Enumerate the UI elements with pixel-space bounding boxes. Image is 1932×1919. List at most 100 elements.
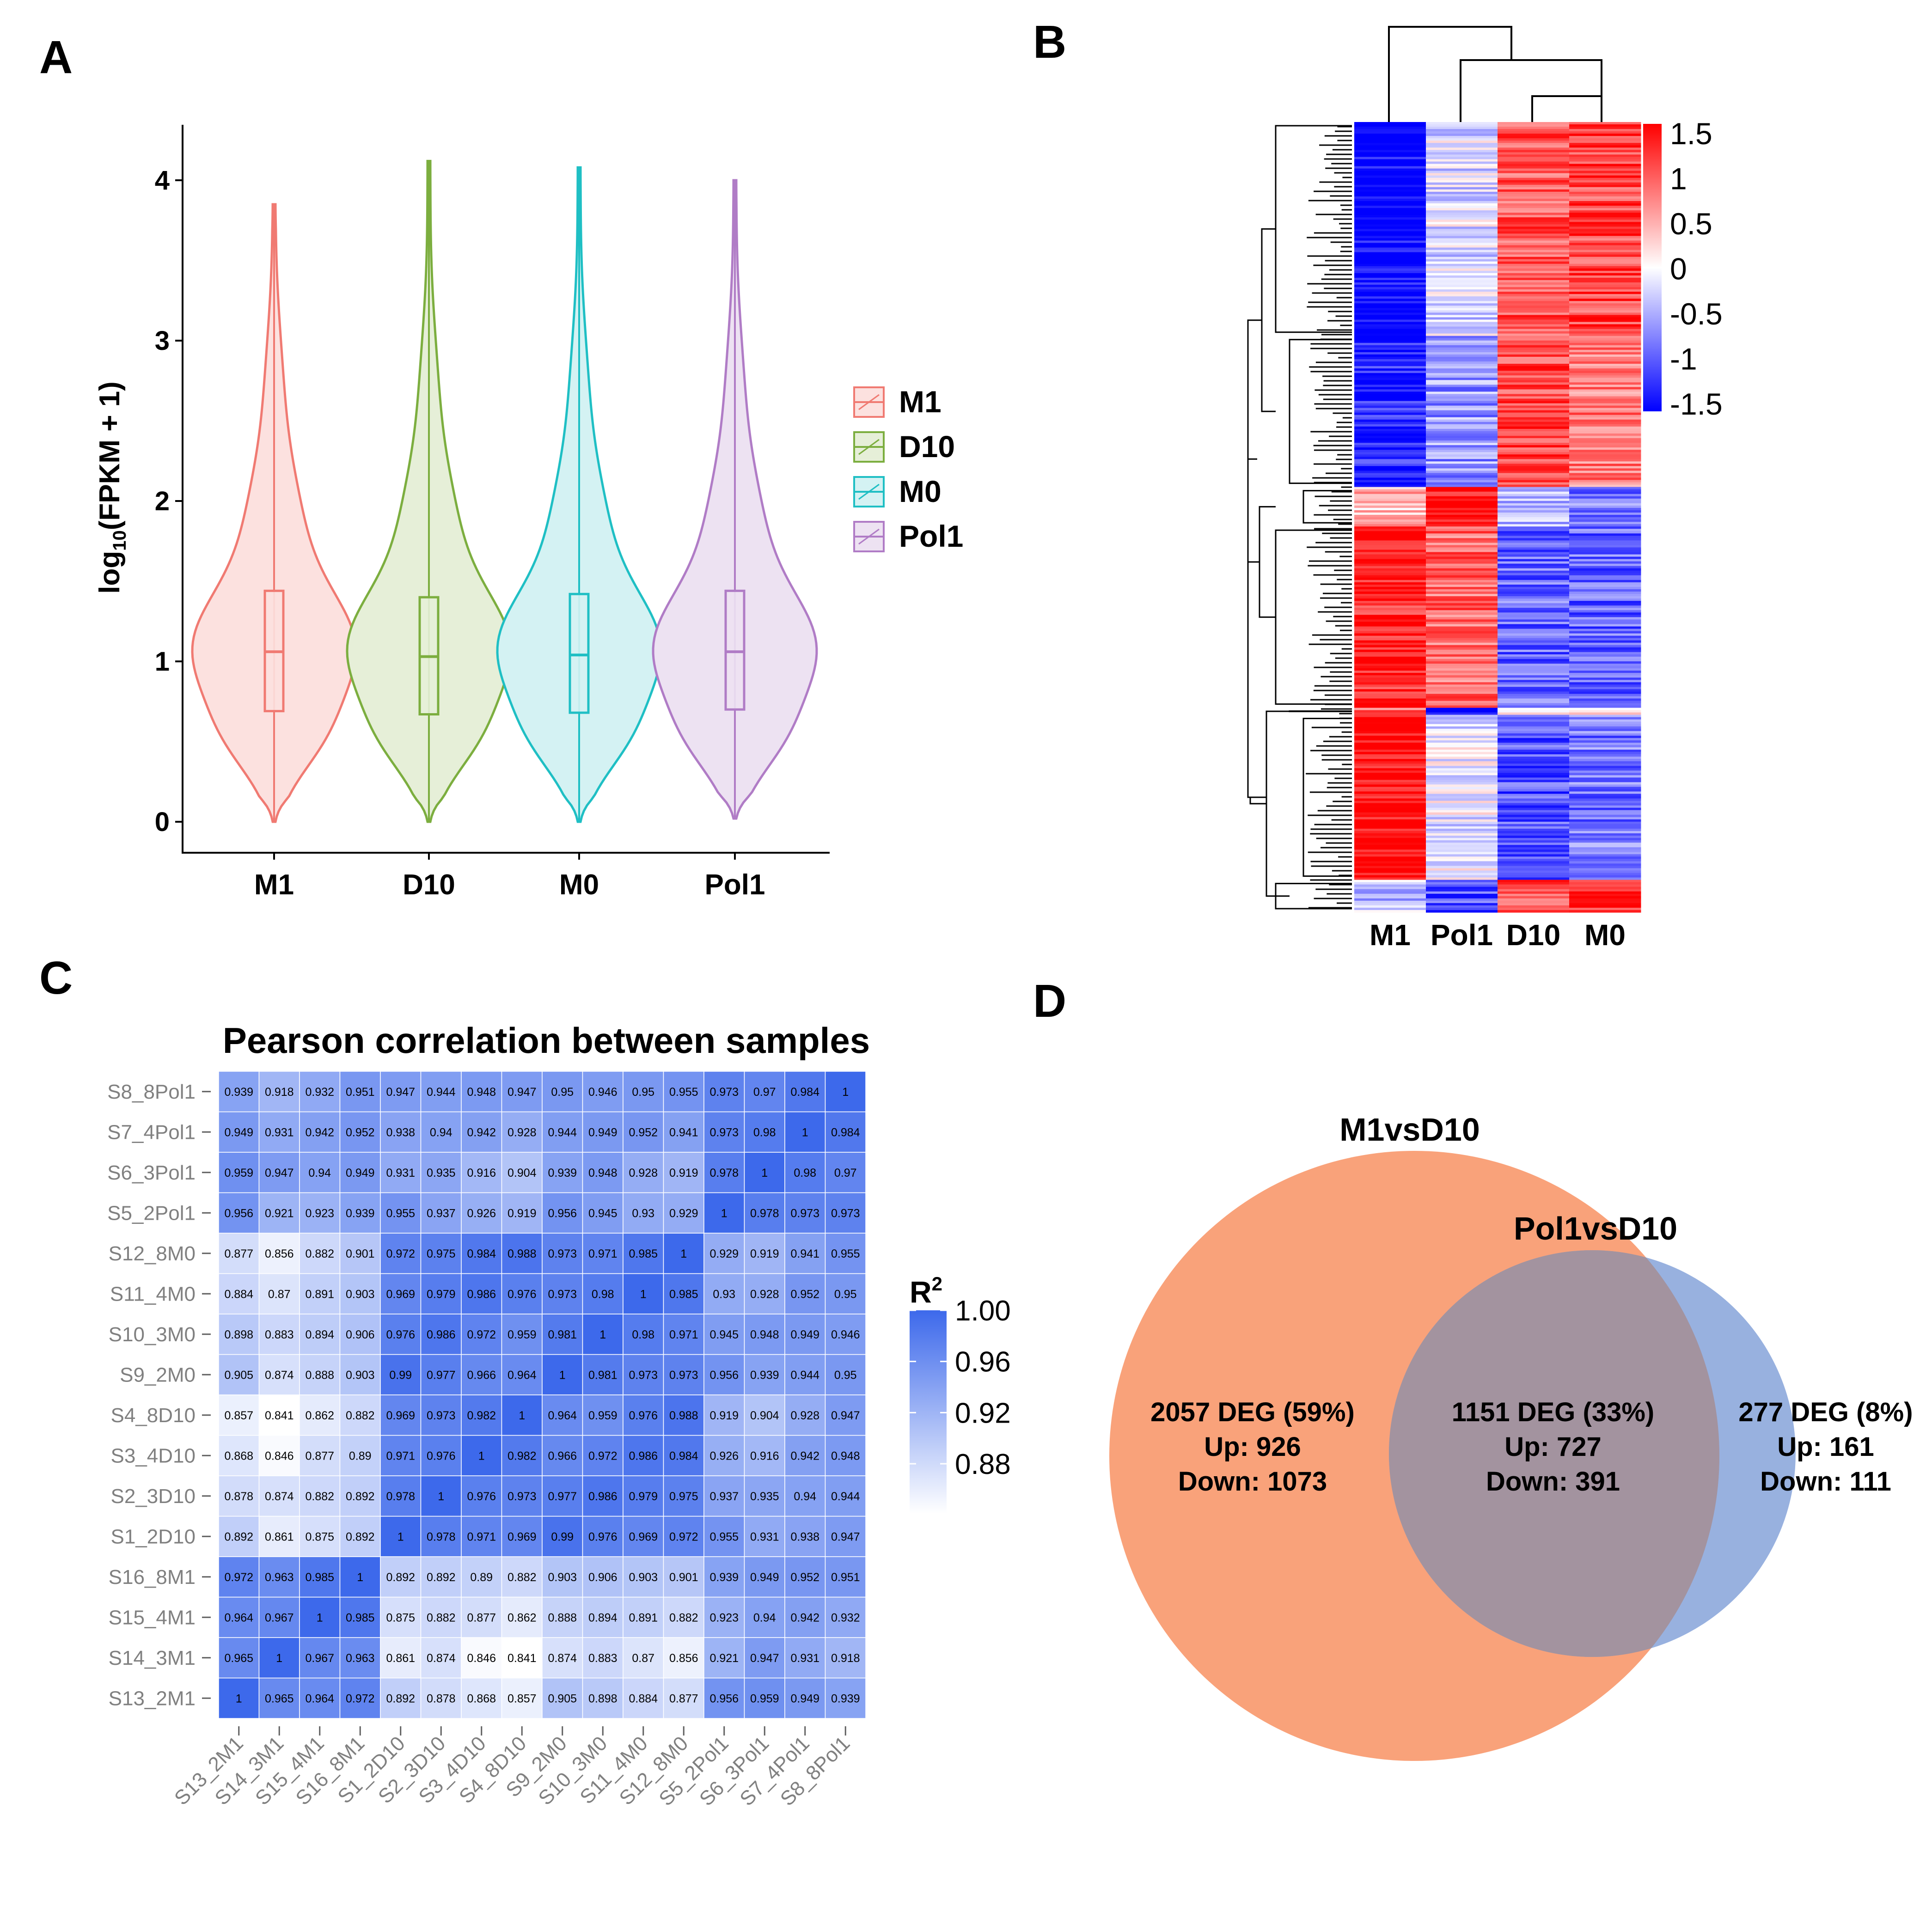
heatmap-cell — [1426, 292, 1498, 294]
correlation-value: 0.874 — [427, 1652, 456, 1665]
correlation-value: 0.949 — [750, 1571, 779, 1584]
heatmap-cell — [1354, 831, 1426, 834]
heatmap-cell — [1569, 385, 1641, 387]
heatmap-cell — [1569, 633, 1641, 636]
heatmap-cell — [1569, 777, 1641, 780]
heatmap-cell — [1498, 257, 1570, 260]
heatmap-cell — [1354, 371, 1426, 373]
heatmap-cell — [1426, 886, 1498, 890]
heatmap-cell — [1426, 554, 1498, 557]
heatmap-column-label: M0 — [1584, 918, 1626, 952]
heatmap-cell — [1354, 740, 1426, 743]
heatmap-cell — [1426, 828, 1498, 831]
heatmap-cell — [1426, 789, 1498, 792]
heatmap-cell — [1354, 317, 1426, 320]
heatmap-cell — [1426, 373, 1498, 376]
correlation-value: 0.947 — [507, 1086, 537, 1099]
heatmap-cell — [1498, 738, 1570, 741]
heatmap-cell — [1426, 129, 1498, 132]
correlation-value: 0.948 — [588, 1167, 618, 1180]
heatmap-cell — [1354, 782, 1426, 785]
correlation-value: 0.973 — [507, 1490, 537, 1503]
heatmap-cell — [1426, 680, 1498, 683]
heatmap-cell — [1426, 484, 1498, 488]
correlation-value: 1 — [438, 1490, 444, 1503]
heatmap-cell — [1426, 710, 1498, 713]
heatmap-column-label: D10 — [1506, 918, 1560, 952]
heatmap-cell — [1426, 229, 1498, 232]
heatmap-cell — [1569, 310, 1641, 313]
heatmap-cell — [1426, 396, 1498, 399]
heatmap-cell — [1354, 645, 1426, 648]
correlation-value: 0.964 — [224, 1611, 253, 1624]
heatmap-cell — [1354, 275, 1426, 278]
heatmap-cell — [1498, 896, 1570, 899]
correlation-row-label: S14_3M1 — [109, 1647, 196, 1669]
correlation-value: 0.938 — [386, 1126, 415, 1139]
heatmap-cell — [1354, 854, 1426, 857]
heatmap-cell — [1354, 396, 1426, 399]
correlation-cell — [501, 1516, 543, 1557]
heatmap-cell — [1354, 787, 1426, 790]
heatmap-cell — [1498, 733, 1570, 736]
heatmap-cell — [1569, 849, 1641, 852]
heatmap-cell — [1498, 373, 1570, 376]
heatmap-cell — [1569, 196, 1641, 199]
heatmap-cell — [1354, 294, 1426, 297]
heatmap-cell — [1569, 631, 1641, 634]
heatmap-cell — [1569, 680, 1641, 683]
panel-label-a: A — [39, 31, 73, 83]
heatmap-cell — [1498, 487, 1570, 490]
heatmap-cell — [1426, 366, 1498, 369]
heatmap-cell — [1498, 752, 1570, 755]
heatmap-cell — [1569, 591, 1641, 594]
heatmap-cell — [1426, 131, 1498, 134]
heatmap-cell — [1354, 454, 1426, 457]
heatmap-cell — [1569, 198, 1641, 202]
heatmap-cell — [1498, 891, 1570, 894]
heatmap-cell — [1569, 550, 1641, 553]
heatmap-cell — [1354, 735, 1426, 739]
heatmap-cell — [1354, 303, 1426, 306]
heatmap-cell — [1498, 236, 1570, 239]
heatmap-cell — [1426, 315, 1498, 318]
heatmap-cell — [1426, 277, 1498, 281]
correlation-value: 0.937 — [427, 1207, 456, 1220]
heatmap-cell — [1426, 903, 1498, 906]
heatmap-cell — [1498, 708, 1570, 711]
heatmap-cell — [1354, 629, 1426, 632]
heatmap-cell — [1569, 213, 1641, 215]
heatmap-cell — [1426, 154, 1498, 158]
correlation-value: 0.985 — [346, 1611, 375, 1624]
correlation-cell — [420, 1475, 462, 1517]
heatmap-cell — [1354, 131, 1426, 134]
heatmap-cell — [1354, 443, 1426, 446]
heatmap-cell — [1569, 373, 1641, 376]
heatmap-cell — [1498, 164, 1570, 167]
heatmap-cell — [1498, 408, 1570, 411]
heatmap-cell — [1498, 252, 1570, 255]
heatmap-cell — [1354, 803, 1426, 806]
correlation-value: 0.931 — [386, 1167, 415, 1180]
heatmap-cell — [1354, 398, 1426, 402]
heatmap-cell — [1569, 317, 1641, 320]
heatmap-cell — [1569, 287, 1641, 290]
heatmap-cell — [1426, 261, 1498, 264]
heatmap-cell — [1354, 171, 1426, 174]
heatmap-cell — [1569, 670, 1641, 673]
heatmap-cell — [1569, 501, 1641, 504]
heatmap-cell — [1569, 349, 1641, 353]
correlation-value: 0.861 — [265, 1530, 294, 1543]
correlation-value: 0.986 — [588, 1490, 618, 1503]
heatmap-cell — [1569, 161, 1641, 165]
correlation-cell — [784, 1394, 826, 1436]
heatmap-cell — [1569, 654, 1641, 657]
heatmap-cell — [1354, 798, 1426, 801]
correlation-cell — [623, 1637, 664, 1679]
correlation-cell — [420, 1233, 462, 1274]
correlation-cell — [461, 1233, 502, 1274]
correlation-value: 0.99 — [389, 1369, 412, 1381]
heatmap-cell — [1354, 708, 1426, 711]
heatmap-cell — [1498, 329, 1570, 332]
correlation-cell — [380, 1677, 422, 1719]
